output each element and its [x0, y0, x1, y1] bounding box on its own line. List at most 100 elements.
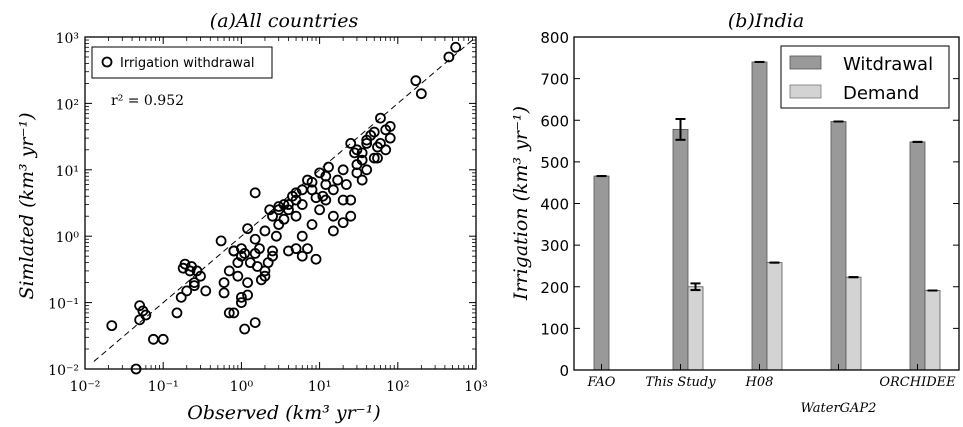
scatter-point — [232, 270, 244, 282]
legend-withdrawal-label: Witdrawal — [843, 54, 933, 75]
x-tick-label: 10¹ — [308, 379, 331, 395]
y-tick-label: 10² — [56, 97, 79, 113]
bar-series — [593, 60, 941, 371]
scatter-legend-label: Irrigation withdrawal — [120, 56, 255, 71]
scatter-point — [356, 147, 368, 159]
scatter-point — [349, 147, 360, 159]
scatter-point — [332, 174, 344, 186]
x-tick-label: 10³ — [464, 379, 487, 395]
y-tick-label: 10⁻¹ — [48, 297, 79, 313]
y-tick-label: 600 — [540, 112, 569, 130]
scatter-point — [368, 126, 380, 138]
legend-demand-label: Demand — [843, 83, 919, 104]
scatter-point — [306, 219, 318, 230]
scatter-point — [223, 265, 235, 277]
scatter-point — [239, 248, 251, 259]
scatter-point — [368, 152, 380, 164]
scatter-point — [327, 225, 339, 237]
x-tick-label: 10⁻¹ — [148, 379, 179, 395]
scatter-point — [302, 243, 313, 255]
scatter-point — [278, 213, 290, 225]
scatter-point — [283, 199, 294, 210]
y-tick-label: 10⁻² — [48, 363, 79, 379]
scatter-point — [242, 223, 253, 235]
scatter-legend-marker-icon — [101, 56, 113, 68]
scatter-point — [235, 297, 247, 309]
scatter-point — [296, 184, 308, 196]
scatter-point — [249, 248, 261, 259]
demand-bar — [924, 290, 941, 371]
legend-demand-swatch — [789, 84, 822, 99]
scatter-point — [259, 270, 271, 282]
x-tick-label: 10⁰ — [230, 379, 254, 395]
scatter-point — [345, 194, 357, 206]
scatter-legend-box — [91, 46, 273, 79]
x-category-label: H08 — [745, 375, 774, 390]
scatter-point — [175, 291, 187, 303]
scatter-point — [223, 307, 235, 319]
scatter-point — [283, 204, 294, 216]
scatter-point — [267, 250, 278, 262]
demand-bar — [687, 286, 704, 371]
y-tick-label: 0 — [559, 362, 569, 380]
scatter-point — [106, 320, 118, 332]
r-squared-annotation: r² = 0.952 — [111, 93, 184, 109]
y-tick-label: 200 — [540, 279, 569, 297]
withdrawal-bar — [672, 129, 689, 371]
scatter-point — [171, 307, 183, 319]
y-tick-label: 10³ — [56, 31, 79, 47]
legend-withdrawal-swatch — [789, 55, 822, 70]
demand-bar — [845, 276, 862, 371]
scatter-point — [218, 277, 230, 289]
scatter-point — [337, 194, 349, 206]
scatter-axis-ticks: 10⁻²10⁻² 10⁻¹ 10⁻¹ 10⁰ 10⁰ 10¹ 10¹ 10² 10² 10³ 10³ — [48, 31, 488, 395]
scatter-point — [290, 194, 302, 206]
scatter-point — [259, 225, 271, 237]
scatter-point — [340, 179, 352, 190]
scatter-point — [290, 243, 302, 255]
scatter-point — [372, 152, 383, 164]
scatter-point — [249, 233, 261, 245]
y-tick-label: 400 — [540, 196, 569, 214]
y-tick-label: 800 — [540, 29, 569, 47]
scatter-point — [290, 187, 302, 199]
y-tick-label: 100 — [540, 320, 569, 338]
scatter-point — [140, 309, 152, 321]
y-tick-label: 10¹ — [56, 164, 79, 180]
scatter-point — [380, 144, 392, 156]
x-category-label: This Study — [645, 375, 716, 390]
bar-axis-ticks: 0 100 200 300 400 500 600 700 800 FAO This Study H0… — [540, 29, 959, 416]
scatter-point — [345, 137, 357, 149]
scatter-point — [157, 333, 169, 345]
scatter-y-axis-label: Simlated (km³ yr⁻¹) — [16, 112, 38, 299]
demand-bar — [766, 262, 783, 371]
bar-title: (b)India — [728, 10, 804, 32]
scatter-point — [215, 235, 227, 247]
scatter-point — [450, 41, 462, 53]
scatter-point — [218, 287, 230, 299]
scatter-point — [134, 300, 146, 312]
scatter-point — [306, 176, 318, 188]
x-tick-label: 10⁻² — [70, 379, 101, 395]
scatter-panel: (a)All countries Observed (km³ yr⁻¹) Sim… — [16, 10, 488, 424]
scatter-point — [267, 245, 278, 257]
y-tick-label: 10⁰ — [56, 230, 80, 246]
scatter-point — [273, 201, 285, 212]
scatter-point — [242, 277, 253, 289]
scatter-point — [296, 250, 308, 262]
scatter-point — [327, 184, 339, 196]
scatter-point — [270, 230, 282, 242]
scatter-point — [296, 230, 308, 242]
scatter-point — [200, 285, 212, 297]
y-tick-label: 500 — [540, 154, 569, 172]
scatter-point — [290, 210, 302, 222]
scatter-point — [188, 280, 200, 292]
scatter-point — [314, 204, 326, 216]
scatter-point — [351, 167, 363, 179]
scatter-point — [239, 323, 251, 335]
scatter-point — [323, 161, 334, 173]
scatter-point — [148, 333, 159, 345]
x-category-label: ORCHIDEE — [879, 375, 956, 390]
scatter-point — [375, 112, 386, 124]
scatter-point — [337, 217, 349, 229]
